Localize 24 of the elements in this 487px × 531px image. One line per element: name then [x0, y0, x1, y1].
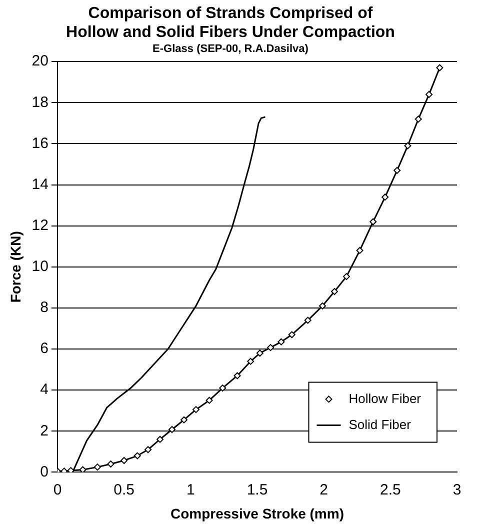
x-axis-title: Compressive Stroke (mm)	[170, 505, 344, 522]
y-tick-label: 8	[40, 299, 48, 316]
legend-label: Hollow Fiber	[348, 390, 422, 406]
y-tick-label: 16	[32, 134, 48, 152]
chart-subtitle: E-Glass (SEP-00, R.A.Dasilva)	[152, 43, 309, 56]
y-tick-label: 12	[32, 216, 48, 234]
y-tick-label: 0	[40, 463, 48, 480]
y-axis-title: Force (KN)	[7, 231, 24, 303]
x-tick-label: 0	[53, 481, 62, 498]
x-tick-label: 3	[452, 481, 462, 498]
y-tick-label: 14	[32, 176, 48, 193]
y-tick-label: 2	[40, 422, 48, 440]
y-tick-label: 6	[40, 340, 48, 358]
y-tick-label: 4	[40, 381, 48, 398]
x-tick-label: 1.5	[246, 481, 268, 498]
y-tick-label: 20	[32, 52, 48, 70]
chart-title: Comparison of Strands Comprised of Hollow and Solid Fibers Under Compaction	[66, 5, 395, 42]
y-tick-label: 10	[32, 258, 48, 276]
x-tick-label: 1	[186, 481, 195, 498]
x-tick-label: 2.5	[380, 481, 401, 498]
legend-label: Solid Fiber	[348, 416, 412, 432]
x-tick-label: 2	[320, 481, 328, 498]
x-tick-label: 0.5	[114, 481, 134, 498]
y-tick-label: 18	[32, 94, 48, 111]
